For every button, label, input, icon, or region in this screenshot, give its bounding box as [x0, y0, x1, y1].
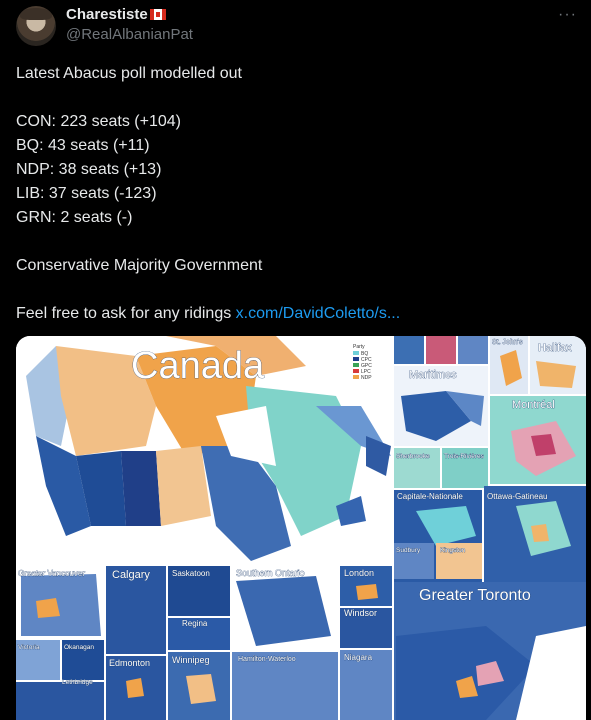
inset-ottawa-gatineau: Ottawa-Gatineau [484, 486, 586, 582]
result-line: GRN: 2 seats (-) [16, 209, 133, 226]
inset-label-trois-rivieres: Trois-Rivières [444, 453, 485, 460]
region-quebec [246, 386, 361, 536]
inset-victoria-okanagan: Victoria Okanagan [16, 640, 104, 680]
user-handle[interactable]: @RealAlbanianPat [66, 26, 193, 43]
legend-label-lpc: LPC [361, 369, 371, 375]
inset-lethbridge: Lethbridge [16, 679, 104, 720]
inset-label-lethbridge: Lethbridge [62, 679, 93, 686]
inset-label-saskatoon: Saskatoon [172, 569, 210, 578]
inset-windsor: Windsor [340, 608, 392, 648]
region-nl-island [366, 436, 391, 476]
inset-london: London [340, 566, 392, 606]
inset-label-calgary: Calgary [112, 569, 150, 581]
region-arctic-islands [166, 336, 306, 376]
inset-greater-toronto: Greater Toronto [394, 582, 586, 720]
inset-label-sherbrooke: Sherbrooke [396, 453, 430, 460]
legend-swatch-gpc [353, 363, 359, 367]
result-line: BQ: 43 seats (+11) [16, 137, 150, 154]
avatar[interactable] [16, 6, 56, 46]
region-saskatchewan [121, 451, 161, 526]
legend-swatch-bq [353, 351, 359, 355]
tweet-header: Charestiste @RealAlbanianPat ··· [16, 6, 581, 46]
inset-saskatoon: Saskatoon [168, 566, 230, 616]
legend-title: Party [353, 344, 365, 350]
top-right-strip: St. John's Halifax [394, 336, 586, 394]
inset-label-maritimes: Maritimes [409, 369, 457, 381]
region-nb [336, 496, 366, 526]
inset-label-ottawa-gatineau: Ottawa-Gatineau [487, 492, 547, 501]
result-line: CON: 223 seats (+104) [16, 113, 181, 130]
result-line: NDP: 38 seats (+13) [16, 161, 162, 178]
inset-maritimes: Maritimes [394, 366, 488, 446]
inset-label-halifax: Halifax [538, 342, 572, 354]
region-nwt [56, 346, 156, 456]
cta-text: Feel free to ask for any ridings [16, 305, 232, 322]
inset-label-capitale-nationale: Capitale-Nationale [397, 492, 463, 501]
display-name-text: Charestiste [66, 6, 148, 23]
legend-label-bq: BQ [361, 351, 368, 357]
inset-label-niagara: Niagara [344, 653, 373, 662]
inset-edmonton: Edmonton [106, 656, 166, 720]
region-manitoba [156, 446, 211, 526]
legend-swatch-lpc [353, 369, 359, 373]
map-legend: Party BQ CPC GPC LPC NDP [353, 344, 372, 381]
inset-label-winnipeg: Winnipeg [172, 655, 210, 665]
inset-label-victoria: Victoria [18, 644, 40, 651]
region-bc [36, 436, 91, 536]
inset-regina: Regina [168, 618, 230, 650]
tweet-headline: Latest Abacus poll modelled out [16, 65, 242, 82]
inset-label-regina: Regina [182, 619, 208, 628]
legend-swatch-ndp [353, 375, 359, 379]
more-options-button[interactable]: ··· [558, 6, 577, 23]
inset-greater-vancouver: Greater Vancouver [16, 566, 104, 638]
tweet-text: Latest Abacus poll modelled out CON: 223… [16, 62, 576, 326]
inset-calgary: Calgary [106, 566, 166, 654]
legend-label-cpc: CPC [361, 357, 372, 363]
display-name[interactable]: Charestiste [66, 6, 166, 23]
inset-label-edmonton: Edmonton [109, 658, 150, 668]
tweet-media-map[interactable]: Canada Party BQ CPC GPC LPC NDP [16, 336, 586, 720]
inset-label-london: London [344, 568, 374, 578]
inset-southern-ontario: Southern Ontario [232, 566, 338, 650]
inset-sudbury-kingston: Sudbury Kingston [394, 543, 482, 579]
inset-label-sudbury: Sudbury [396, 547, 421, 554]
inset-niagara: Niagara [340, 650, 392, 720]
legend-label-ndp: NDP [361, 375, 372, 381]
hudson-bay [216, 406, 276, 466]
inset-label-windsor: Windsor [344, 608, 377, 618]
inset-montreal: Montréal [490, 396, 586, 484]
tweet-cta: Feel free to ask for any ridings x.com/D… [16, 302, 576, 326]
canada-map-panel: Canada Party BQ CPC GPC LPC NDP [16, 336, 393, 564]
inset-label-greater-vancouver: Greater Vancouver [18, 569, 85, 578]
inset-label-southern-ontario: Southern Ontario [236, 568, 305, 578]
canada-flag-icon [149, 9, 166, 20]
region-alberta [76, 451, 126, 526]
inset-hamilton-waterloo: Hamilton-Waterloo [232, 652, 338, 720]
inset-label-st-johns: St. John's [492, 339, 523, 346]
inset-label-montreal: Montréal [512, 399, 555, 411]
legend-label-gpc: GPC [361, 363, 372, 369]
inset-label-okanagan: Okanagan [64, 644, 94, 651]
map-title: Canada [131, 345, 265, 387]
inset-winnipeg: Winnipeg [168, 652, 230, 720]
external-link[interactable]: x.com/DavidColetto/s... [235, 305, 401, 322]
inset-label-kingston: Kingston [440, 547, 466, 554]
region-ontario [201, 446, 291, 561]
inset-label-hamilton-waterloo: Hamilton-Waterloo [238, 656, 296, 663]
result-line: LIB: 37 seats (-123) [16, 185, 157, 202]
legend-swatch-cpc [353, 357, 359, 361]
inset-sherbrooke-trois-rivieres: Sherbrooke Trois-Rivières [394, 448, 488, 488]
inset-label-greater-toronto: Greater Toronto [419, 587, 531, 604]
tweet-conclusion: Conservative Majority Government [16, 257, 263, 274]
